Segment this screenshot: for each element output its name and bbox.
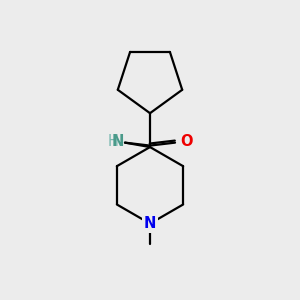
Text: N: N xyxy=(144,216,156,231)
Text: O: O xyxy=(180,134,193,149)
Text: N: N xyxy=(112,134,124,149)
Text: H: H xyxy=(108,134,118,149)
